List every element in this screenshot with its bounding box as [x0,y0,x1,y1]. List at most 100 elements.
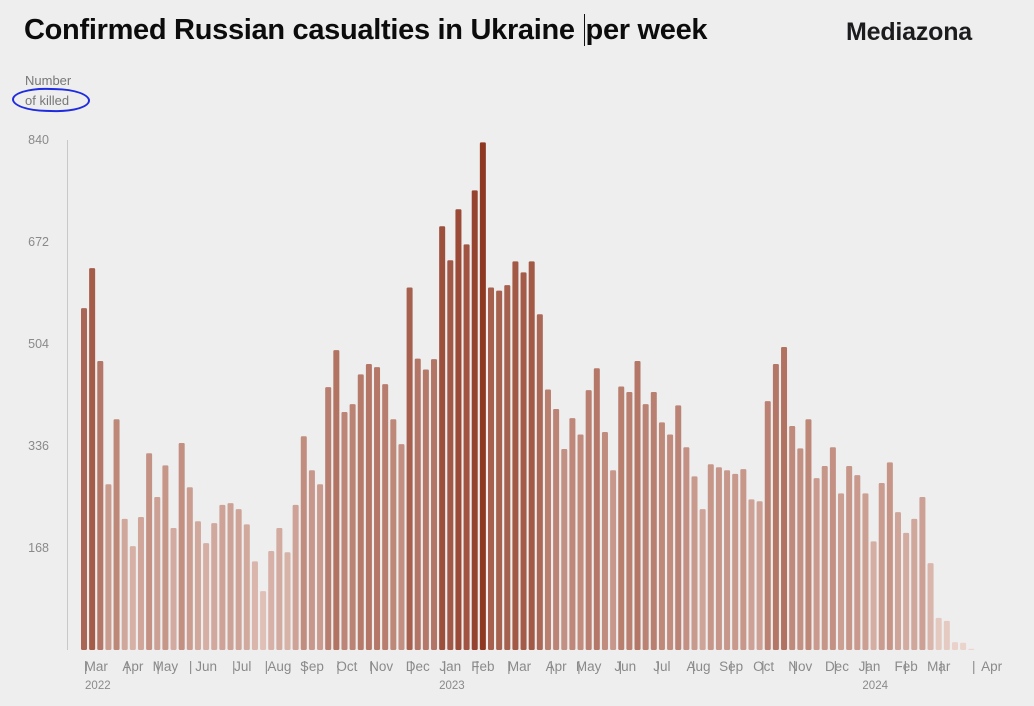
bar[interactable]: 286 [691,476,698,650]
bar[interactable]: 283 [813,478,820,650]
bar[interactable]: 429 [544,389,551,650]
bar[interactable]: 97 [260,591,267,650]
bar[interactable]: 410 [764,401,771,650]
bar[interactable]: 438 [382,384,389,650]
bar[interactable]: 227 [895,512,901,650]
bar[interactable]: 698 [439,226,446,650]
bar[interactable]: 258 [862,493,869,650]
bar[interactable]: 464 [593,368,600,650]
bar[interactable]: 309 [886,462,893,650]
bar[interactable]: 428 [585,390,592,650]
bar[interactable]: 303 [846,466,853,650]
bar[interactable]: 146 [251,561,258,650]
bar[interactable]: 425 [650,391,657,650]
bar[interactable]: 369 [789,425,796,650]
bar[interactable]: 13 [951,642,958,650]
bar[interactable]: 296 [308,470,315,650]
bar[interactable]: 209 [211,523,218,650]
bar[interactable]: 836 [479,142,486,650]
bar[interactable]: 331 [561,449,568,650]
bar[interactable]: 757 [471,190,478,650]
bar[interactable]: 171 [129,546,136,650]
bar[interactable]: 454 [357,374,364,650]
bar[interactable]: 161 [284,552,291,650]
bar[interactable]: 597 [488,287,494,650]
bar[interactable]: 273 [317,484,324,650]
bar[interactable]: 298 [740,469,747,650]
bar[interactable]: 392 [341,412,348,650]
bar[interactable]: 239 [219,504,226,650]
bar[interactable]: 143 [927,563,934,650]
bar[interactable]: 258 [838,493,845,650]
bar[interactable]: 268 [186,487,193,650]
bar[interactable]: 12 [960,642,967,650]
bar[interactable]: 201 [170,527,177,650]
bar[interactable]: 380 [113,419,120,650]
bar[interactable]: 479 [431,359,438,650]
bar[interactable]: 232 [699,509,706,650]
bar[interactable]: 397 [553,408,560,650]
bar[interactable]: 553 [536,314,543,650]
bar[interactable]: 216 [121,518,128,650]
bar[interactable]: 296 [610,470,617,650]
bar[interactable]: 629 [89,268,96,650]
bar[interactable]: 405 [642,404,649,650]
bar[interactable]: 219 [137,517,144,650]
bar[interactable]: 494 [333,350,340,650]
bar[interactable]: 668 [463,244,470,650]
bar[interactable]: 382 [569,418,576,650]
bar[interactable]: 466 [374,367,381,650]
bar[interactable]: 425 [626,391,633,650]
bar[interactable]: 476 [97,361,104,650]
bar[interactable]: 304 [162,465,169,650]
bar[interactable]: 352 [300,436,307,650]
bar[interactable]: 201 [276,527,283,650]
bar[interactable]: 334 [683,447,690,650]
bar[interactable]: 471 [772,364,779,650]
bar[interactable]: 499 [781,347,788,650]
bar[interactable]: 53 [935,617,942,650]
bar[interactable]: 248 [748,499,755,650]
bar[interactable]: 324 [146,453,153,650]
bar[interactable]: 176 [203,543,210,650]
bar[interactable]: 642 [447,260,454,650]
bar[interactable]: 601 [504,285,511,650]
bar[interactable]: 193 [903,532,910,650]
bar[interactable]: 471 [365,364,372,650]
bar[interactable]: 239 [292,504,299,650]
bar[interactable]: 216 [911,518,918,650]
bar[interactable]: 433 [325,387,332,650]
bar[interactable]: 273 [105,484,112,650]
bar[interactable]: 232 [235,509,242,650]
bar[interactable]: 640 [512,261,519,650]
bar[interactable]: 306 [707,464,714,650]
bar[interactable]: 48 [943,620,950,650]
bar[interactable]: 290 [732,473,739,650]
bar[interactable]: 332 [797,448,804,650]
bar[interactable]: 296 [724,470,731,650]
bar[interactable]: 334 [829,447,836,650]
bar[interactable]: 275 [878,483,885,650]
bar[interactable]: 252 [154,497,161,650]
bar[interactable]: 163 [268,551,275,650]
bar[interactable]: 640 [528,261,535,650]
bar[interactable]: 592 [496,290,503,650]
bar[interactable]: 476 [634,361,641,650]
bar[interactable]: 179 [870,541,877,650]
bar[interactable]: 403 [675,405,682,650]
bar[interactable]: 597 [406,287,413,650]
bar[interactable]: 462 [422,369,429,651]
bar[interactable]: 245 [756,501,763,650]
bar[interactable]: 2 [968,648,975,650]
bar[interactable]: 339 [398,444,405,650]
bar[interactable]: 303 [821,466,828,650]
bar[interactable]: 380 [390,419,397,650]
bar[interactable]: 563 [81,308,87,650]
bar[interactable]: 622 [520,272,527,650]
bar[interactable]: 301 [715,467,722,650]
bar[interactable]: 355 [577,434,584,650]
bar[interactable]: 375 [658,422,665,650]
bar[interactable]: 288 [854,475,861,650]
bar[interactable]: 207 [243,524,250,650]
bar[interactable]: 355 [667,434,674,650]
